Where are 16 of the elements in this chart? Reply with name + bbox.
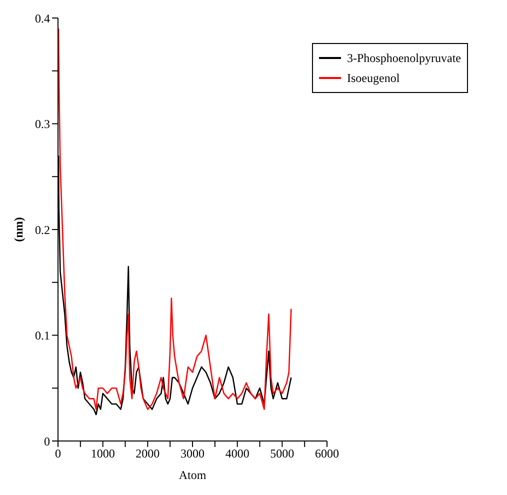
y-tick-label: 0.4 bbox=[35, 11, 50, 26]
legend-label: 3-Phosphoenolpyruvate bbox=[347, 50, 461, 67]
x-tick-label: 5000 bbox=[270, 446, 294, 461]
y-axis-title: (nm) bbox=[11, 217, 26, 242]
y-tick-label: 0.3 bbox=[35, 117, 50, 132]
x-tick-label: 4000 bbox=[225, 446, 250, 461]
x-axis-title: Atom bbox=[178, 468, 207, 482]
x-tick-label: 3000 bbox=[180, 446, 205, 461]
x-tick-label: 6000 bbox=[315, 446, 340, 461]
legend-label: Isoeugenol bbox=[347, 70, 400, 87]
y-tick-label: 0 bbox=[44, 434, 50, 448]
x-tick-label: 2000 bbox=[136, 446, 160, 461]
y-tick-label: 0.2 bbox=[35, 222, 50, 237]
x-tick-label: 1000 bbox=[90, 446, 115, 461]
x-tick-label: 0 bbox=[55, 446, 61, 461]
y-tick-label: 0.1 bbox=[35, 328, 50, 343]
